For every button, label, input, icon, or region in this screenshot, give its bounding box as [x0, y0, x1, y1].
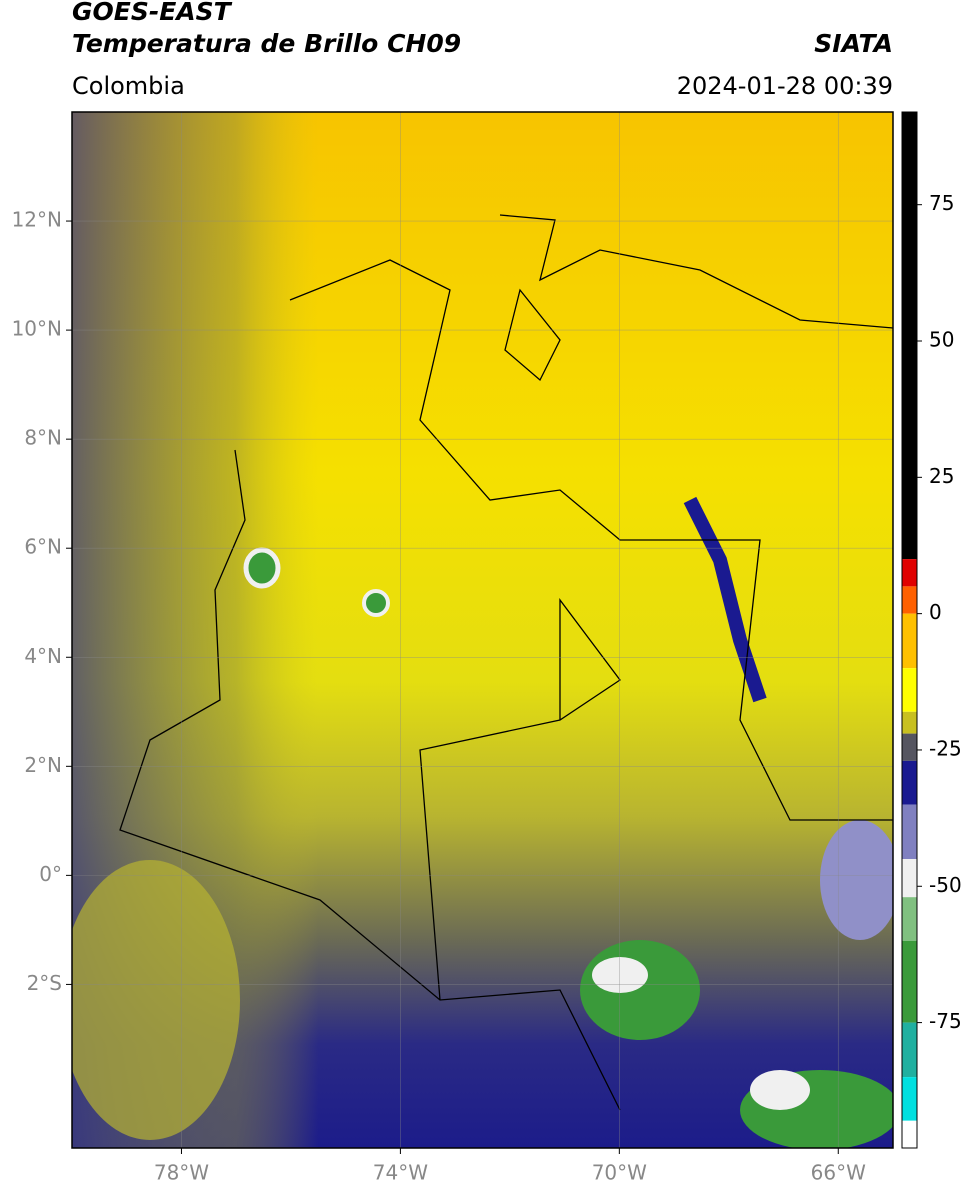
y-tick-label: 12°N	[12, 208, 62, 232]
subtitle: Temperatura de Brillo CH09	[72, 29, 461, 58]
y-tick-label: 10°N	[12, 317, 62, 341]
colorbar-segment	[902, 613, 917, 669]
cloud	[592, 957, 648, 993]
y-tick-label: 2°S	[27, 971, 62, 995]
colorbar-tick-label: -75	[929, 1009, 962, 1033]
colorbar-tick-label: 0	[929, 600, 942, 624]
borders	[119, 214, 893, 1111]
colorbar-tick-label: 50	[929, 328, 954, 352]
cloud	[580, 940, 700, 1040]
y-tick-label: 6°N	[24, 535, 62, 559]
cloud	[820, 820, 893, 940]
colorbar-segment	[902, 1022, 917, 1078]
colorbar-frame	[901, 111, 918, 1149]
cloud-band	[683, 496, 767, 703]
cloud	[362, 589, 390, 617]
source: SIATA	[814, 29, 893, 58]
title: GOES-EAST	[72, 0, 233, 26]
y-tick-label: 8°N	[24, 426, 62, 450]
colorbar-segment	[902, 859, 917, 898]
colorbar-segment	[902, 804, 917, 860]
colorbar-segment	[902, 760, 917, 805]
y-tick-label: 0°	[39, 862, 62, 886]
colorbar-segment	[902, 1077, 917, 1121]
colorbar-segment	[902, 897, 917, 941]
colorbar-tick-label: 25	[929, 464, 954, 488]
colorbar-segment	[902, 668, 917, 712]
colorbar-segment	[902, 586, 917, 614]
x-tick-label: 74°W	[373, 1161, 428, 1185]
colorbar-segment	[902, 711, 917, 734]
region: Colombia	[72, 72, 185, 100]
x-tick-label: 78°W	[154, 1161, 209, 1185]
datetime: 2024-01-28 00:39	[677, 72, 893, 100]
colorbar-segment	[902, 733, 917, 761]
colorbar-segment	[902, 112, 917, 560]
colorbar-tick-label: -50	[929, 873, 962, 897]
colorbar-segment	[902, 559, 917, 587]
cloud	[72, 860, 240, 1140]
colorbar-segment	[902, 940, 917, 1023]
cloud	[243, 547, 281, 589]
cloud	[750, 1070, 810, 1110]
y-tick-label: 4°N	[24, 644, 62, 668]
y-tick-label: 2°N	[24, 753, 62, 777]
x-tick-label: 66°W	[811, 1161, 866, 1185]
map-frame	[71, 111, 894, 1149]
colorbar-tick-label: 75	[929, 191, 954, 215]
x-tick-label: 70°W	[592, 1161, 647, 1185]
imagery	[72, 112, 893, 1148]
colorbar-segment	[902, 1120, 917, 1148]
colorbar-tick-label: -25	[929, 736, 962, 760]
